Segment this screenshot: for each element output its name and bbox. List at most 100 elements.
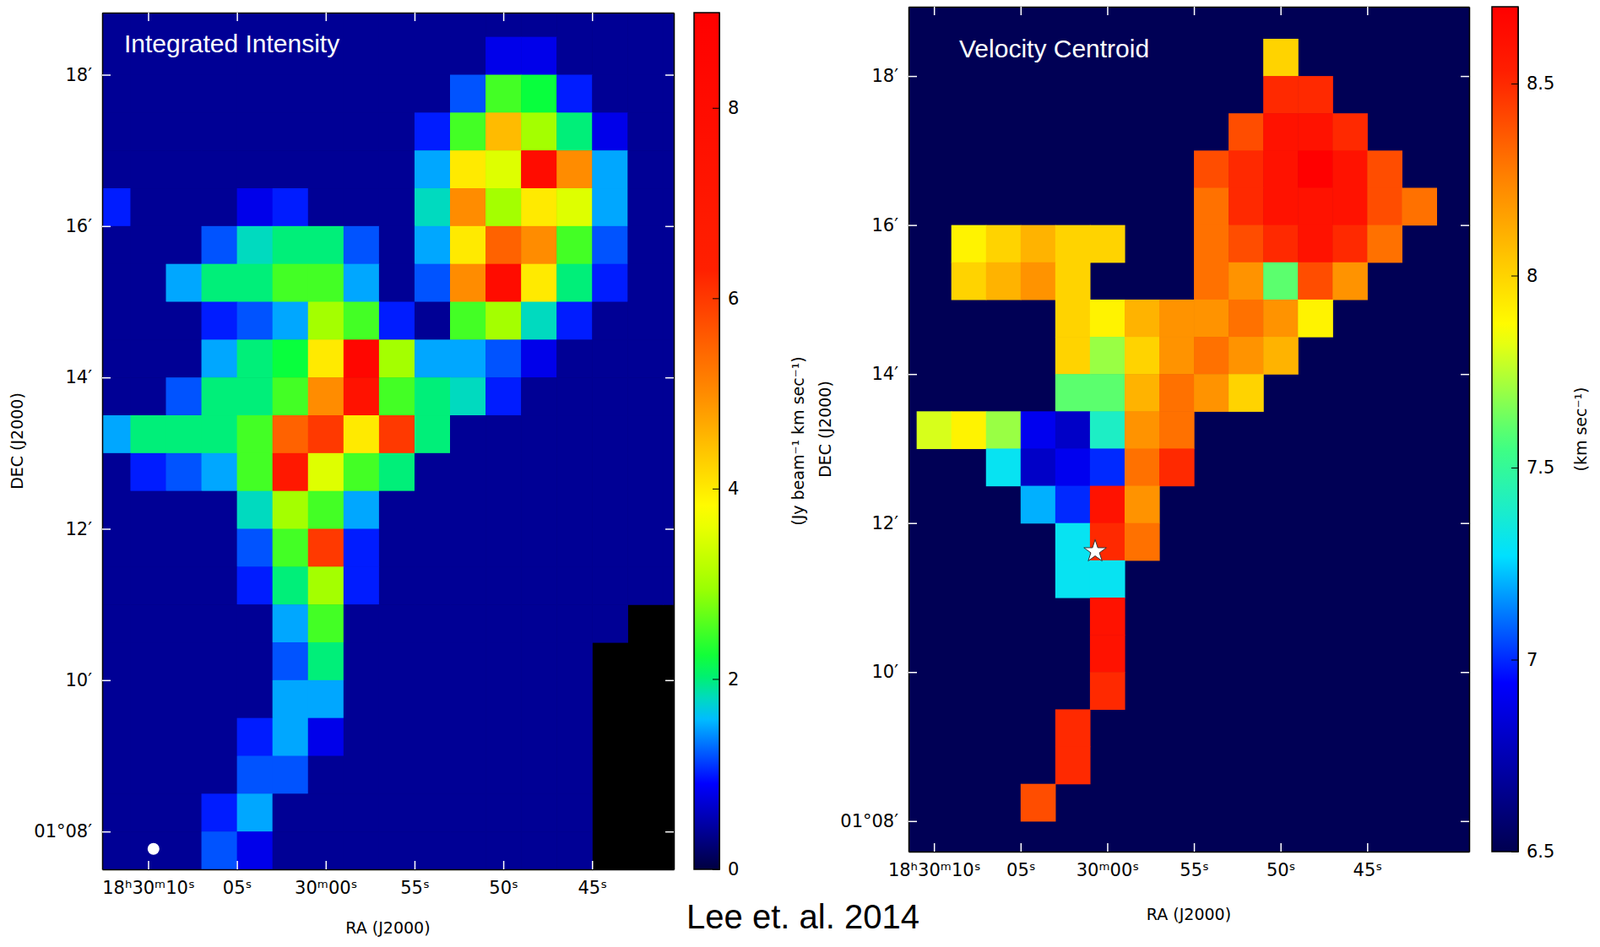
- heat-cell: [379, 112, 416, 151]
- tick-label: 14′: [65, 367, 93, 388]
- heat-cell: [1332, 150, 1368, 189]
- heat-cell: [520, 491, 558, 530]
- heat-cell: [450, 566, 487, 605]
- heat-cell: [662, 339, 674, 378]
- tick: 4: [712, 478, 739, 499]
- axis-line: [1469, 7, 1471, 853]
- panel-title: Integrated Intensity: [124, 29, 340, 58]
- heat-cell: [1228, 374, 1264, 413]
- heat-cell: [450, 831, 487, 870]
- heat-cell: [272, 642, 310, 681]
- heat-cell: [237, 264, 274, 303]
- heat-cell: [591, 264, 629, 303]
- plot-area: [102, 12, 674, 870]
- heat-cell: [450, 150, 487, 189]
- heat-cell: [379, 339, 416, 378]
- heat-cell: [237, 831, 274, 870]
- heat-cell: [166, 226, 203, 265]
- heat-cell: [1124, 523, 1161, 562]
- heat-cell: [520, 831, 558, 870]
- heat-cell: [485, 75, 522, 114]
- heat-cell: [556, 604, 593, 643]
- heat-cell: [1055, 486, 1091, 525]
- heat-cell: [379, 453, 416, 492]
- heat-cell: [1263, 262, 1299, 301]
- tick-mark: [102, 831, 111, 834]
- heat-cell: [450, 718, 487, 757]
- heat-cell: [951, 411, 988, 450]
- heat-cell: [556, 75, 593, 114]
- heat-cell: [379, 604, 416, 643]
- plot-background: [908, 6, 1470, 852]
- heat-cell: [201, 415, 239, 454]
- heat-cell: [556, 188, 593, 227]
- heat-cell: [1055, 299, 1091, 338]
- heat-cell: [556, 831, 593, 870]
- heat-cell: [556, 566, 593, 605]
- tick-label: 6: [727, 288, 739, 310]
- heat-cell: [591, 75, 629, 114]
- heat-cell: [201, 756, 239, 795]
- heat-cell: [272, 680, 310, 719]
- tick: [1193, 6, 1195, 16]
- heat-cell: [130, 415, 167, 454]
- tick-mark: [665, 528, 674, 531]
- heat-cell: [662, 453, 674, 492]
- tick: 16′: [872, 215, 918, 236]
- tick-mark: [503, 12, 505, 22]
- heat-cell: [414, 642, 451, 681]
- heat-cell: [166, 718, 203, 757]
- heat-cell: [308, 339, 345, 378]
- heat-cell: [130, 302, 167, 341]
- tick: 7.5: [1511, 457, 1555, 478]
- heat-cell: [1020, 486, 1057, 525]
- heat-cell: [662, 112, 674, 151]
- heat-cell: [414, 566, 451, 605]
- axis-line: [103, 869, 675, 872]
- axis-xticks: 18ʰ30ᵐ10ˢ05ˢ30ᵐ00ˢ55ˢ50ˢ45ˢ: [102, 861, 674, 899]
- heat-cell: [102, 150, 131, 189]
- heat-cell: [485, 12, 522, 38]
- heat-cell: [485, 112, 522, 151]
- heat-cell: [102, 226, 131, 265]
- heat-cell: [201, 339, 239, 378]
- heat-cell: [414, 415, 451, 454]
- heat-cell: [308, 491, 345, 530]
- tick: 18ʰ30ᵐ10ˢ: [888, 843, 982, 881]
- heat-cell: [166, 302, 203, 341]
- tick-mark: [665, 377, 674, 380]
- tick-mark: [933, 843, 936, 852]
- heat-cell: [102, 756, 131, 795]
- heat-cell: [379, 150, 416, 189]
- heat-cell: [520, 75, 558, 114]
- heat-cell: [308, 75, 345, 114]
- plot-area: [908, 6, 1470, 852]
- tick-label: 30ᵐ00ˢ: [294, 878, 358, 899]
- tick-mark: [1366, 6, 1369, 16]
- tick: [1366, 6, 1368, 16]
- tick-mark: [1193, 843, 1196, 852]
- tick: [1106, 6, 1108, 16]
- heat-cell: [520, 339, 558, 378]
- tick: 8: [1511, 265, 1538, 287]
- tick-mark: [933, 6, 936, 16]
- tick-label: 8: [1526, 265, 1538, 287]
- heat-cell: [166, 75, 203, 114]
- heat-cell: [166, 793, 203, 832]
- heat-cell: [556, 793, 593, 832]
- heat-cell: [272, 529, 310, 568]
- tick-label: 05ˢ: [1006, 860, 1036, 881]
- heat-cell: [414, 529, 451, 568]
- heat-cell: [414, 831, 451, 870]
- tick-mark: [325, 12, 328, 22]
- heat-cell: [379, 188, 416, 227]
- tick-mark: [591, 861, 594, 870]
- heat-cell: [450, 377, 487, 416]
- heat-cell: [1055, 262, 1091, 301]
- heat-cell: [591, 377, 629, 416]
- heat-cell: [1055, 374, 1091, 413]
- heat-cell: [1297, 299, 1334, 338]
- colorbar: 02468(Jy beam⁻¹ km sec⁻¹): [694, 12, 808, 880]
- heat-cell: [308, 188, 345, 227]
- tick-mark: [908, 75, 917, 78]
